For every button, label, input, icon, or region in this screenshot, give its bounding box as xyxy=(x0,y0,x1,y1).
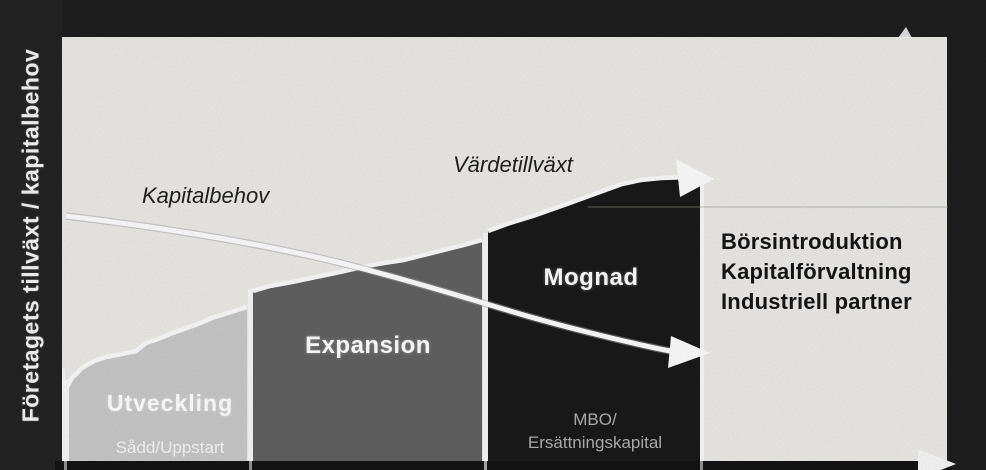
y-axis-label: Företagets tillväxt / kapitalbehov xyxy=(17,48,44,422)
stage-label-expansion: Expansion xyxy=(305,332,431,359)
mbo-line1: MBO/ xyxy=(573,410,617,429)
stage-separator xyxy=(700,175,704,470)
stage-label-utveckling: Utveckling xyxy=(106,390,234,416)
y-axis-label-band: Företagets tillväxt / kapitalbehov xyxy=(0,0,62,470)
stage-separator xyxy=(62,380,69,470)
exit-option-kapitalforvaltning: Kapitalförvaltning xyxy=(721,259,912,284)
capital-need-curve-label: Kapitalbehov xyxy=(142,183,270,208)
stage-separator xyxy=(483,233,488,470)
right-frame-band xyxy=(947,0,986,470)
stage-sublabel-mbo: MBO/ Ersättningskapital xyxy=(500,408,690,454)
exit-options-block: Börsintroduktion Kapitalförvaltning Indu… xyxy=(721,227,951,317)
stage-label-mognad: Mognad xyxy=(543,264,639,291)
exit-option-borsintroduktion: Börsintroduktion xyxy=(721,229,903,254)
top-frame-band xyxy=(0,0,986,37)
axis-tick xyxy=(484,461,487,470)
axis-tick xyxy=(249,461,252,470)
exit-option-industriell-partner: Industriell partner xyxy=(721,289,912,314)
axis-tick xyxy=(700,461,703,470)
scan-artifact xyxy=(588,206,948,208)
axis-tick xyxy=(64,461,67,470)
value-growth-curve-label: Värdetillväxt xyxy=(453,152,573,177)
stage-sublabel-sadd-uppstart: Sådd/Uppstart xyxy=(115,438,225,457)
x-axis-bar xyxy=(55,461,952,470)
mbo-line2: Ersättningskapital xyxy=(527,433,663,452)
